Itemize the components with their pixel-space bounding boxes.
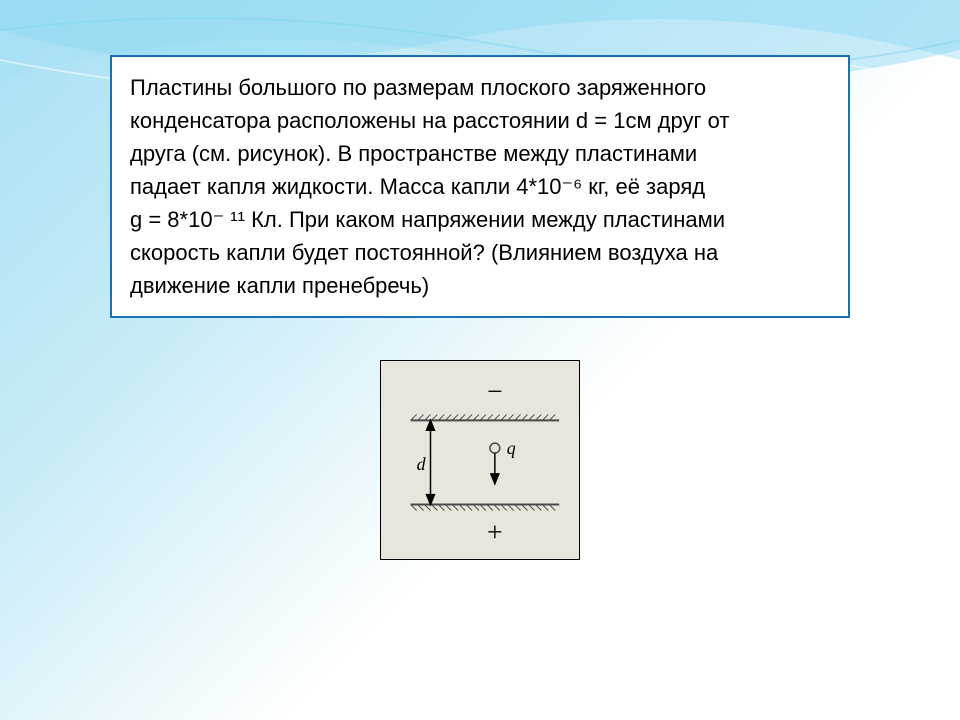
problem-line-6: скорость капли будет постоянной? (Влияни… xyxy=(130,236,830,269)
capacitor-diagram: − + d q xyxy=(380,360,580,560)
plus-sign: + xyxy=(487,516,503,547)
problem-line-1: Пластины большого по размерам плоского з… xyxy=(130,71,830,104)
drop-circle xyxy=(490,443,500,453)
problem-line-4: падает капля жидкости. Масса капли 4*10⁻… xyxy=(130,170,830,203)
problem-line-7: движение капли пренебречь) xyxy=(130,269,830,302)
label-d: d xyxy=(417,454,426,474)
problem-text-box: Пластины большого по размерам плоского з… xyxy=(110,55,850,318)
problem-line-5: g = 8*10⁻ ¹¹ Кл. При каком напряжении ме… xyxy=(130,203,830,236)
problem-line-3: друга (см. рисунок). В пространстве межд… xyxy=(130,137,830,170)
minus-sign: − xyxy=(487,376,503,407)
dimension-d xyxy=(427,420,435,504)
problem-line-2: конденсатора расположены на расстоянии d… xyxy=(130,104,830,137)
capacitor-svg: − + d q xyxy=(381,361,579,559)
drop-arrow xyxy=(491,453,499,484)
label-q: q xyxy=(507,438,516,458)
